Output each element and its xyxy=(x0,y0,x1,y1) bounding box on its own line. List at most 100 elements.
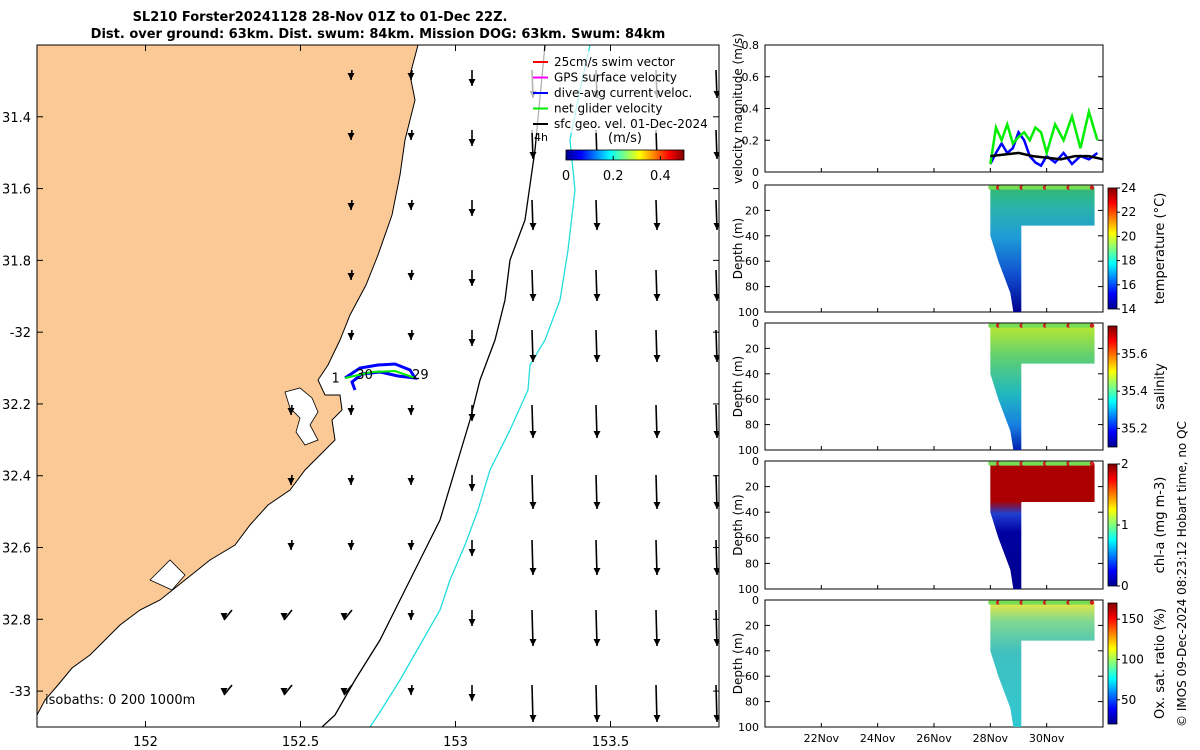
geo-vector-head xyxy=(593,639,601,646)
geo-vector-head xyxy=(593,431,601,438)
geo-vector-head xyxy=(653,502,661,509)
depth-section-fill xyxy=(990,187,1095,312)
geo-vector-head xyxy=(468,139,476,146)
geo-vector-head xyxy=(280,613,288,620)
velocity-y-tick-label: 0.6 xyxy=(742,71,760,84)
time-tick-label: 26Nov xyxy=(916,732,952,745)
depth-colorbar-tick-label: 14 xyxy=(1121,302,1136,316)
map-y-tick-label: 32.4 xyxy=(2,470,31,485)
geo-vector-head xyxy=(529,152,537,159)
geo-vector-head xyxy=(593,502,601,509)
geo-vector-head xyxy=(220,688,228,695)
map-y-tick-label: 31.4 xyxy=(2,111,31,126)
depth-y-tick-label: 20 xyxy=(745,204,759,217)
depth-colorbar-tick-label: 22 xyxy=(1121,205,1136,219)
depth-colorbar-label: Ox. sat. ratio (%) xyxy=(1153,608,1168,719)
geo-vector-head xyxy=(653,568,661,575)
time-tick-label: 22Nov xyxy=(804,732,840,745)
depth-y-tick-label: 60 xyxy=(745,393,759,406)
depth-colorbar-tick-label: 35.2 xyxy=(1121,421,1148,435)
geo-vector-head xyxy=(529,639,537,646)
depth-y-tick-label: 40 xyxy=(745,506,759,519)
depth-y-tick-label: 20 xyxy=(745,342,759,355)
geo-vector-head xyxy=(287,543,295,550)
geo-vector xyxy=(223,609,233,621)
geo-vector-head xyxy=(529,431,537,438)
day-label: 29 xyxy=(412,368,429,383)
legend-label: 25cm/s swim vector xyxy=(554,55,675,69)
depth-colorbar-tick-label: 2 xyxy=(1121,457,1129,471)
legend-box xyxy=(526,51,712,133)
geo-vector-head xyxy=(347,333,355,340)
day-label: 1 xyxy=(332,371,340,386)
time-tick-label: 24Nov xyxy=(860,732,896,745)
geo-vector-head xyxy=(653,431,661,438)
map-colorbar: (m/s) 0 0.2 0.4 xyxy=(562,131,685,184)
colorbar-ticks: 0 0.2 0.4 xyxy=(562,156,671,184)
depth-colorbar-tick-label: 50 xyxy=(1121,693,1136,707)
legend-label: net glider velocity xyxy=(554,102,662,116)
map-y-tick-label: 32.6 xyxy=(2,542,31,557)
depth-y-tick-label: 0 xyxy=(752,179,759,192)
geo-vector-head xyxy=(468,339,476,346)
time-axis: 22Nov 24Nov 26Nov 28Nov 30Nov xyxy=(804,732,1065,745)
geo-vector-head xyxy=(468,484,476,491)
isobaths-label: isobaths: 0 200 1000m xyxy=(45,693,195,708)
velocity-y-tick-label: 0 xyxy=(752,166,759,179)
depth-y-tick-label: 80 xyxy=(745,696,759,709)
depth-panel: 0 20 40 60 80 100 Depth (m) 14 16 18 20 22 24 tempera… xyxy=(731,179,1168,319)
depth-y-tick-label: 0 xyxy=(752,317,759,330)
velocity-ylabel: velocity magnitude (m/s) xyxy=(731,33,745,184)
land xyxy=(37,45,419,716)
geo-vector-head xyxy=(407,333,415,340)
surface-sample xyxy=(1089,461,1095,466)
geo-vector-head xyxy=(713,91,719,98)
depth-colorbar-tick-label: 100 xyxy=(1121,652,1144,666)
depth-y-tick-label: 100 xyxy=(738,306,759,319)
isobath-1000m xyxy=(369,45,591,727)
geo-vector-head xyxy=(407,408,415,415)
depth-section-fill xyxy=(990,602,1095,727)
velocity-series-line xyxy=(990,151,1104,161)
depth-colorbar xyxy=(1107,325,1118,448)
geo-vector-head xyxy=(468,549,476,556)
depth-y-tick-label: 20 xyxy=(745,481,759,494)
geo-vector-head xyxy=(468,209,476,216)
depth-ylabel: Depth (m) xyxy=(731,494,745,555)
surface-sample xyxy=(1089,185,1095,190)
map-y-axis: 31.4 31.6 31.8 -32 32.2 32.4 32.6 32.8 -33 xyxy=(2,111,719,700)
geo-vector-head xyxy=(407,478,415,485)
colorbar-title: (m/s) xyxy=(608,131,642,146)
time-tick-label: 28Nov xyxy=(973,732,1009,745)
depth-colorbar-label: salinity xyxy=(1153,363,1168,410)
depth-y-tick-label: 0 xyxy=(752,594,759,607)
depth-colorbar-tick-label: 1 xyxy=(1121,518,1129,532)
geo-vector-head xyxy=(220,613,228,620)
geo-vector-head xyxy=(593,715,601,722)
depth-y-tick-label: 80 xyxy=(745,419,759,432)
geo-vector-head xyxy=(653,294,661,301)
map-x-tick-label: 152 xyxy=(133,735,158,750)
velocity-y-tick-label: 0.2 xyxy=(742,134,760,147)
depth-y-tick-label: 100 xyxy=(738,721,759,734)
depth-ylabel: Depth (m) xyxy=(731,356,745,417)
colorbar-tick-label: 0 xyxy=(562,169,570,184)
geo-vector-head xyxy=(529,294,537,301)
day-label: 30 xyxy=(356,368,373,383)
depth-y-tick-label: 60 xyxy=(745,670,759,683)
geo-vector-head xyxy=(468,79,476,86)
geo-vector-head xyxy=(713,715,719,722)
map-panel: 152 152.5 153 153.5 31.4 31.6 31.8 -32 32.2 32.4… xyxy=(2,44,720,750)
geo-vector-head xyxy=(593,355,601,362)
geo-vector-head xyxy=(713,502,719,509)
colorbar-gradient xyxy=(565,149,685,161)
geo-vector-head xyxy=(407,73,415,80)
geo-vector xyxy=(283,609,293,621)
depth-section-fill xyxy=(990,463,1095,589)
geo-vector-head xyxy=(653,715,661,722)
geo-vector-head xyxy=(468,414,476,421)
geo-vector-head xyxy=(347,543,355,550)
geo-vector-head xyxy=(347,133,355,140)
depth-y-tick-label: 80 xyxy=(745,557,759,570)
